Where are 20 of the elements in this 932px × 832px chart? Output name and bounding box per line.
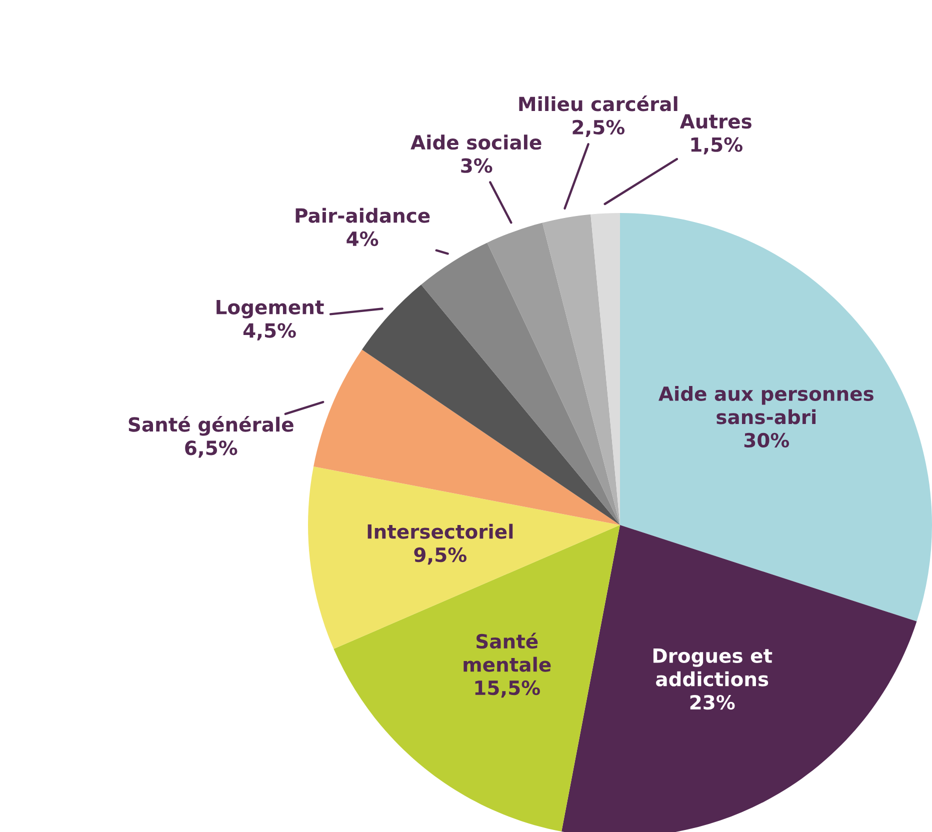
- data-label: 4,5%: [243, 323, 296, 340]
- data-label: 4%: [346, 231, 378, 246]
- data-label: 30%: [744, 432, 790, 448]
- data-label: 23%: [690, 694, 735, 710]
- slice-label: Intersectoriel: [368, 524, 513, 539]
- data-label: 1,5%: [691, 137, 742, 154]
- slice-label: Logement: [216, 300, 324, 318]
- data-label: 15,5%: [475, 680, 540, 698]
- data-label: 3%: [461, 158, 492, 173]
- data-label: 2,5%: [572, 120, 625, 138]
- slice-label: Santé mentale: [464, 632, 551, 672]
- slice-label: Aide aux personnes sans-abri: [658, 386, 874, 424]
- slice-label: Milieu carcéral: [519, 95, 678, 112]
- slice-label: Pair-aidance: [296, 208, 430, 223]
- slice-label: Autres: [680, 114, 752, 129]
- data-label: 6,5%: [185, 440, 238, 458]
- slice-label: Santé générale: [128, 416, 294, 436]
- data-label: 9,5%: [414, 547, 466, 565]
- slice-label: Aide sociale: [410, 134, 542, 150]
- slice-label: Drogues et addictions: [653, 648, 772, 686]
